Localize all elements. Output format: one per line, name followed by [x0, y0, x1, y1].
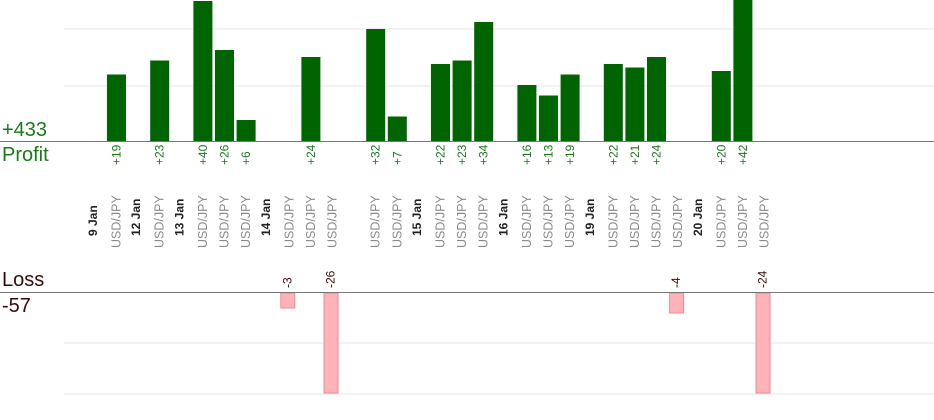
pair-label: USD/JPY — [563, 195, 577, 248]
pair-label: USD/JPY — [239, 195, 253, 248]
labels: 9 Jan USD/JPY +19 12 Jan USD/JPY +23 13 Jan USD… — [86, 144, 772, 288]
profit-bar — [301, 57, 321, 141]
profit-value-label: +7 — [390, 151, 404, 165]
date-label: 14 Jan — [259, 199, 273, 236]
pair-label: USD/JPY — [628, 195, 642, 248]
date-label: 20 Jan — [691, 199, 705, 236]
loss-bar — [280, 292, 296, 309]
profit-value-label: +19 — [110, 144, 124, 165]
profit-bar — [711, 71, 731, 141]
date-label: 9 Jan — [86, 205, 100, 236]
pair-label: USD/JPY — [326, 195, 340, 248]
profit-value-label: +24 — [304, 144, 318, 165]
profit-value-label: +13 — [542, 144, 556, 165]
profit-bar — [452, 60, 472, 141]
pair-label: USD/JPY — [434, 195, 448, 248]
profit-label: Profit — [2, 144, 49, 166]
date-label: 15 Jan — [410, 199, 424, 236]
profit-bar — [539, 95, 558, 141]
profit-bar — [366, 29, 386, 141]
loss-total: -57 — [2, 295, 31, 317]
profit-bar — [150, 60, 170, 141]
profit-bar — [647, 57, 666, 141]
date-label: 19 Jan — [583, 199, 597, 236]
profit-bar — [625, 67, 645, 141]
pair-label: USD/JPY — [650, 195, 664, 248]
pair-label: USD/JPY — [282, 195, 296, 248]
profit-value-label: +26 — [218, 144, 232, 165]
loss-bar — [669, 292, 685, 314]
pair-label: USD/JPY — [110, 195, 124, 248]
pair-label: USD/JPY — [153, 195, 167, 248]
pair-label: USD/JPY — [196, 195, 210, 248]
pair-label: USD/JPY — [758, 195, 772, 248]
profit-value-label: +21 — [628, 144, 642, 165]
date-label: 12 Jan — [129, 199, 143, 236]
profit-bar — [215, 50, 234, 141]
date-label: 13 Jan — [172, 199, 186, 236]
axes — [0, 141, 934, 293]
profit-value-label: +40 — [196, 144, 210, 165]
profit-value-label: +19 — [563, 144, 577, 165]
pair-label: USD/JPY — [542, 195, 556, 248]
profit-value-label: +42 — [736, 144, 750, 165]
profit-value-label: +32 — [369, 144, 383, 165]
profit-value-label: +16 — [520, 144, 534, 165]
profit-value-label: +34 — [477, 144, 491, 165]
profit-bar — [193, 1, 213, 141]
pair-label: USD/JPY — [736, 195, 750, 248]
loss-bar — [755, 292, 771, 394]
profit-bar — [387, 116, 407, 141]
profit-value-label: +6 — [239, 151, 253, 165]
profit-bar — [431, 64, 450, 141]
loss-bar — [323, 292, 339, 394]
bars — [107, 0, 771, 394]
profit-bar — [603, 64, 623, 141]
profit-bar — [236, 120, 256, 141]
profit-total: +433 — [2, 119, 48, 141]
profit-bar — [517, 85, 537, 141]
loss-label: Loss — [2, 269, 45, 291]
pair-label: USD/JPY — [390, 195, 404, 248]
pair-label: USD/JPY — [369, 195, 383, 248]
profit-bar — [560, 74, 580, 141]
pair-label: USD/JPY — [606, 195, 620, 248]
loss-value-label: -24 — [756, 270, 770, 288]
pair-label: USD/JPY — [304, 195, 318, 248]
pair-label: USD/JPY — [671, 195, 685, 248]
date-label: 16 Jan — [496, 199, 510, 236]
profit-value-label: +22 — [434, 144, 448, 165]
profit-bar — [474, 22, 494, 141]
loss-value-label: -3 — [280, 277, 294, 288]
loss-value-label: -26 — [324, 270, 338, 288]
pair-label: USD/JPY — [714, 195, 728, 248]
pair-label: USD/JPY — [477, 195, 491, 248]
profit-value-label: +23 — [153, 144, 167, 165]
profit-value-label: +22 — [606, 144, 620, 165]
pair-label: USD/JPY — [520, 195, 534, 248]
pair-label: USD/JPY — [455, 195, 469, 248]
profit-bar — [107, 74, 126, 141]
profit-bar — [733, 0, 753, 141]
profit-value-label: +23 — [455, 144, 469, 165]
profit-value-label: +24 — [650, 144, 664, 165]
pair-label: USD/JPY — [218, 195, 232, 248]
loss-value-label: -4 — [669, 277, 683, 288]
profit-value-label: +20 — [714, 144, 728, 165]
